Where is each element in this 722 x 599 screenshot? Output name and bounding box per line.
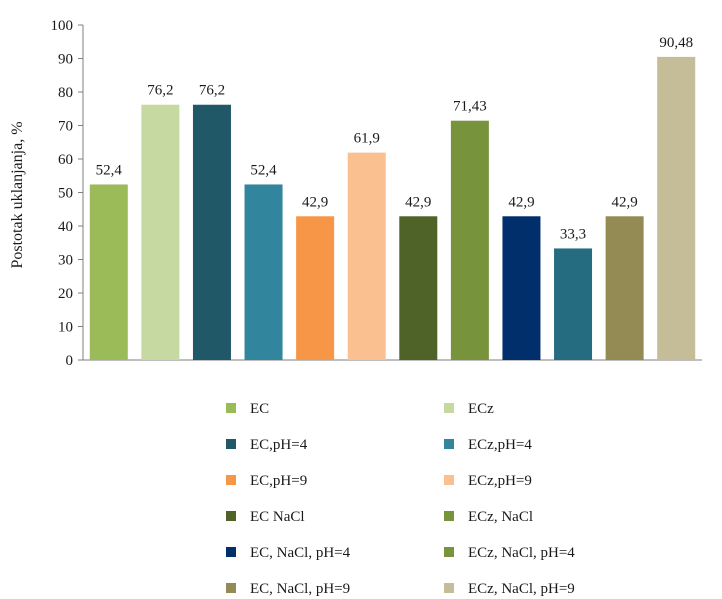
data-label: 76,2 (199, 83, 225, 99)
y-tick-label: 60 (58, 152, 73, 168)
legend-label: ECz (468, 401, 494, 417)
legend-swatch (226, 547, 236, 557)
legend-label: ECz, NaCl, pH=9 (468, 581, 575, 597)
data-label: 33,3 (560, 226, 586, 242)
legend-label: ECz,pH=4 (468, 437, 532, 453)
y-tick-label: 100 (51, 18, 74, 34)
y-tick-label: 40 (58, 219, 73, 235)
legend-swatch (444, 547, 454, 557)
legend-swatch (444, 403, 454, 413)
y-tick-label: 30 (58, 253, 73, 269)
data-label: 42,9 (405, 194, 431, 210)
data-label: 42,9 (302, 194, 328, 210)
y-axis-label: Postotak uklanjanja, % (9, 121, 26, 268)
legend-swatch (444, 475, 454, 485)
legend-label: EC, NaCl, pH=9 (250, 581, 350, 597)
bar (605, 216, 644, 360)
bar (141, 104, 180, 360)
data-label: 42,9 (508, 194, 534, 210)
y-tick-label: 50 (58, 186, 73, 202)
bar (244, 184, 283, 360)
bar (296, 216, 335, 360)
legend-label: EC,pH=9 (250, 473, 307, 489)
bar (89, 184, 128, 360)
legend-label: EC,pH=4 (250, 437, 308, 453)
legend-swatch (444, 511, 454, 521)
bar (399, 216, 438, 360)
data-label: 76,2 (147, 83, 173, 99)
bar (450, 120, 489, 360)
data-label: 42,9 (612, 194, 638, 210)
legend-swatch (444, 439, 454, 449)
legend-swatch (226, 403, 236, 413)
legend-swatch (226, 439, 236, 449)
legend-label: ECz, NaCl (468, 509, 533, 525)
y-tick-label: 80 (58, 85, 73, 101)
data-label: 52,4 (96, 162, 123, 178)
legend-swatch (226, 511, 236, 521)
bar (502, 216, 541, 360)
bar (554, 248, 593, 360)
legend-label: EC (250, 401, 269, 417)
bar (192, 104, 231, 360)
data-label: 90,48 (659, 35, 693, 51)
legend-swatch (226, 583, 236, 593)
bar (657, 56, 696, 360)
legend-swatch (444, 583, 454, 593)
y-tick-label: 0 (66, 353, 74, 369)
legend-swatch (226, 475, 236, 485)
legend-label: ECz, NaCl, pH=4 (468, 545, 575, 561)
y-tick-label: 90 (58, 52, 73, 68)
data-label: 52,4 (250, 162, 277, 178)
legend-label: EC NaCl (250, 509, 305, 525)
legend-label: ECz,pH=9 (468, 473, 532, 489)
y-tick-label: 70 (58, 119, 73, 135)
data-label: 61,9 (354, 131, 380, 147)
y-tick-label: 10 (58, 320, 73, 336)
bar (347, 152, 386, 360)
y-tick-label: 20 (58, 286, 73, 302)
data-label: 71,43 (453, 99, 487, 115)
legend-label: EC, NaCl, pH=4 (250, 545, 351, 561)
